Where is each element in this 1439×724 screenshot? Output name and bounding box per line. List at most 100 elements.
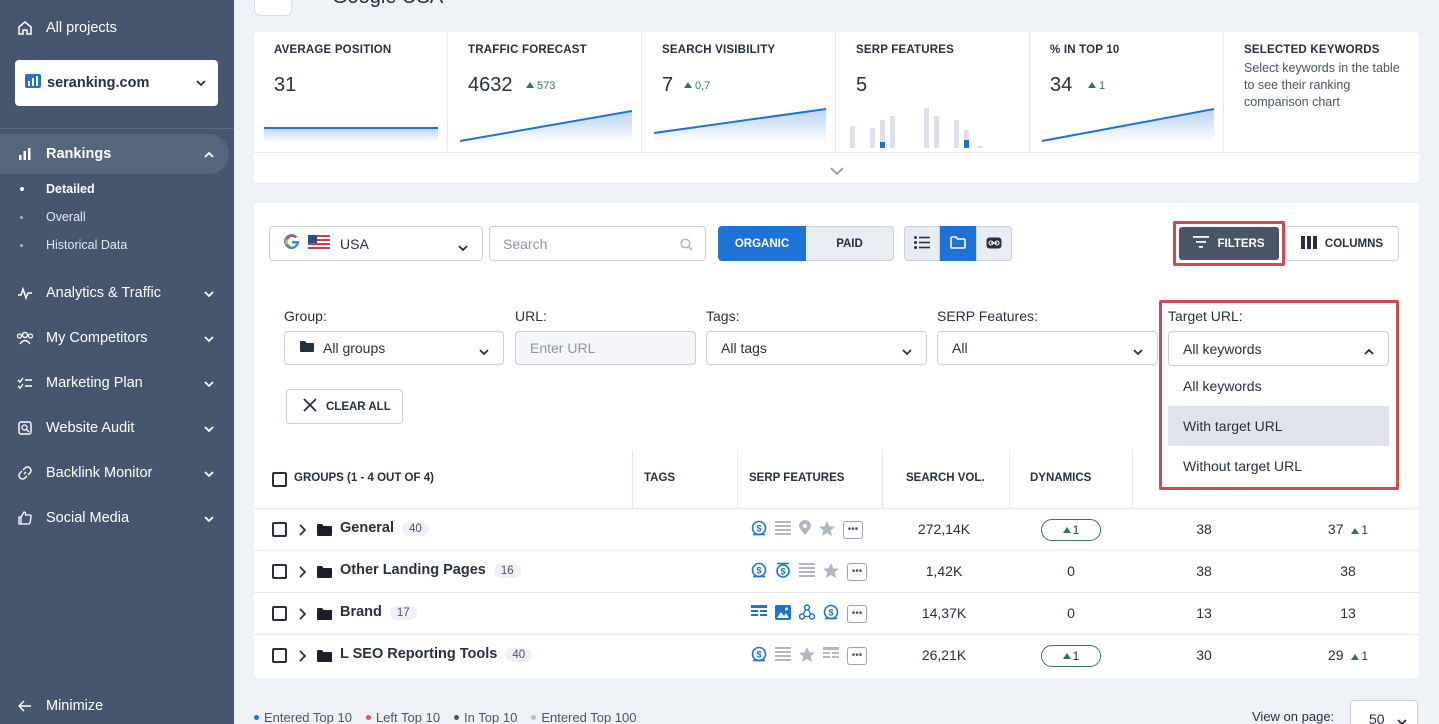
close-icon [303, 398, 317, 415]
minimize-button[interactable]: Minimize [0, 694, 234, 718]
chevron-right-icon[interactable] [298, 565, 307, 581]
folder-icon [317, 523, 332, 539]
stats-expand-toggle[interactable] [254, 152, 1419, 183]
link-icon [16, 464, 34, 482]
sidebar-item-competitors[interactable]: My Competitors [0, 326, 234, 350]
folder-icon [299, 340, 315, 356]
position-cell: 13 [1196, 605, 1212, 621]
list-view-button[interactable] [904, 226, 940, 261]
toolbar-panel: USA ORGANIC PAID FILTERS COLUMNS Group: … [254, 203, 1419, 459]
table-row[interactable]: Other Landing Pages 16 $ $ ••• 1,42K 0 38… [254, 550, 1419, 592]
target-url-select[interactable]: All keywords [1168, 331, 1389, 366]
filters-button[interactable]: FILTERS [1179, 227, 1279, 260]
stat-description: Select keywords in the table to see thei… [1244, 61, 1400, 109]
sidebar-item-social-media[interactable]: Social Media [0, 506, 234, 530]
target-url-option-without[interactable]: Without target URL [1183, 458, 1303, 474]
sidebar-item-backlink-monitor[interactable]: Backlink Monitor [0, 461, 234, 485]
sidebar-item-marketing-plan[interactable]: Marketing Plan [0, 371, 234, 395]
svg-text:$: $ [756, 566, 761, 576]
stat-search-visibility[interactable]: SEARCH VISIBILITY 7 0,7 [642, 32, 836, 152]
row-checkbox[interactable] [272, 606, 287, 621]
sidebar-item-website-audit[interactable]: Website Audit [0, 416, 234, 440]
paid-tab[interactable]: PAID [806, 226, 894, 261]
serp-filter-select[interactable]: All [937, 331, 1158, 365]
chevron-right-icon[interactable] [298, 649, 307, 665]
more-features-button[interactable]: ••• [843, 520, 863, 539]
tags-filter-select[interactable]: All tags [706, 331, 927, 365]
chevron-down-icon [1133, 344, 1143, 360]
checklist-icon [16, 374, 34, 392]
organic-tab[interactable]: ORGANIC [718, 226, 806, 261]
group-filter-label: Group: [284, 308, 327, 324]
location-select[interactable]: USA [269, 226, 483, 261]
select-all-checkbox[interactable] [272, 472, 287, 487]
column-separator [632, 450, 633, 508]
stat-traffic-forecast[interactable]: TRAFFIC FORECAST 4632 573 [448, 32, 642, 152]
map-pin-icon [799, 520, 811, 539]
position-cell: 38 [1196, 521, 1212, 537]
stat-percent-top10[interactable]: % IN TOP 10 34 1 [1030, 32, 1224, 152]
row-checkbox[interactable] [272, 564, 287, 579]
column-header-serp[interactable]: SERP FEATURES [749, 472, 845, 484]
tags-filter-value: All tags [721, 340, 767, 356]
stat-average-position[interactable]: AVERAGE POSITION 31 [254, 32, 448, 152]
column-header-tags[interactable]: TAGS [644, 472, 676, 484]
table-row[interactable]: L SEO Reporting Tools 40 $ ••• 26,21K 1 3… [254, 634, 1419, 676]
group-name-text: L SEO Reporting Tools [340, 646, 498, 662]
chart-legend: Entered Top 10 Left Top 10 In Top 10 Ent… [254, 710, 636, 724]
target-url-option-with[interactable]: With target URL [1168, 406, 1389, 446]
url-view-button[interactable] [976, 226, 1012, 261]
column-separator [882, 450, 883, 508]
all-projects-link[interactable]: All projects [0, 16, 234, 40]
stat-value: 4632 [468, 74, 513, 96]
position-value: 37 [1327, 521, 1344, 537]
stat-title: SELECTED KEYWORDS [1244, 44, 1380, 56]
view-on-page-select[interactable]: 50 [1350, 700, 1418, 724]
table-row[interactable]: General 40 $ ••• 272,14K 1 38 37 1 [254, 508, 1419, 550]
chevron-down-icon [204, 512, 214, 528]
home-icon [16, 19, 34, 37]
search-input[interactable] [490, 227, 670, 260]
stat-title: TRAFFIC FORECAST [468, 44, 587, 56]
sidebar-item-rankings[interactable]: Rankings [0, 142, 234, 166]
sidebar-sub-overall[interactable]: Overall [20, 210, 86, 224]
arrow-left-icon [16, 697, 34, 715]
folder-view-button[interactable] [940, 226, 976, 261]
columns-button[interactable]: COLUMNS [1285, 226, 1399, 261]
more-features-button[interactable]: ••• [847, 604, 867, 623]
dynamics-value: 1 [1072, 649, 1080, 663]
dynamics-pill: 1 [1041, 519, 1101, 541]
more-features-button[interactable]: ••• [847, 562, 867, 581]
tags-filter-label: Tags: [706, 308, 740, 324]
project-selector[interactable]: seranking.com [15, 60, 218, 106]
legend-entered-top100: Entered Top 100 [531, 710, 636, 724]
column-header-groups[interactable]: GROUPS (1 - 4 OUT OF 4) [294, 472, 434, 484]
chevron-down-icon [204, 332, 214, 348]
table-snippet-icon [751, 605, 767, 622]
sidebar-sub-detailed[interactable]: Detailed [20, 182, 95, 196]
column-header-search-vol[interactable]: SEARCH VOL. [906, 472, 985, 484]
stat-serp-features[interactable]: SERP FEATURES 5 [836, 32, 1030, 152]
keyword-count-badge: 40 [402, 522, 429, 536]
legend-left-top10: Left Top 10 [366, 710, 440, 724]
position-cell: 13 [1340, 605, 1356, 621]
chevron-right-icon[interactable] [298, 523, 307, 539]
table-row[interactable]: Brand 17 $ ••• 14,37K 0 13 13 [254, 592, 1419, 634]
row-checkbox[interactable] [272, 648, 287, 663]
more-features-button[interactable]: ••• [847, 646, 867, 665]
chevron-right-icon[interactable] [298, 607, 307, 623]
stat-title: AVERAGE POSITION [274, 44, 392, 56]
serp-features-bars [850, 108, 983, 148]
search-box [489, 226, 706, 261]
position-delta: 1 [1361, 649, 1369, 663]
row-checkbox[interactable] [272, 522, 287, 537]
sidebar-item-analytics[interactable]: Analytics & Traffic [0, 281, 234, 305]
project-name: seranking.com [47, 75, 150, 91]
sidebar-sub-historical[interactable]: Historical Data [19, 238, 128, 252]
url-filter-input[interactable]: Enter URL [515, 331, 696, 365]
target-url-option-all[interactable]: All keywords [1183, 378, 1262, 394]
column-header-dynamics[interactable]: DYNAMICS [1030, 472, 1092, 484]
clear-all-button[interactable]: CLEAR ALL [286, 389, 403, 424]
group-filter-select[interactable]: All groups [284, 331, 504, 365]
stats-panel: AVERAGE POSITION 31 TRAFFIC FORECAST 463… [254, 32, 1419, 183]
